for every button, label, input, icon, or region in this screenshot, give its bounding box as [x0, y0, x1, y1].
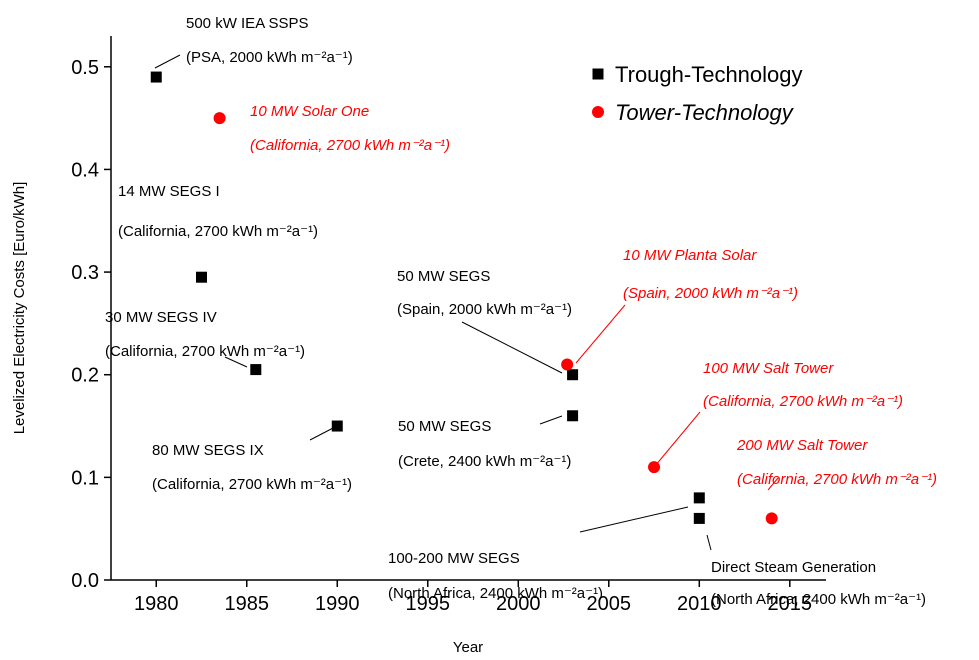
y-tick-label: 0.2 — [71, 365, 99, 387]
annotation: (California, 2700 kWh m⁻²a⁻¹) — [118, 223, 318, 240]
x-tick-label: 2010 — [677, 593, 722, 615]
point — [331, 420, 343, 432]
y-tick-label: 0.1 — [71, 467, 99, 489]
y-axis-label: Levelized Electricity Costs [Euro/kWh] — [11, 182, 28, 435]
leader-line — [654, 411, 701, 467]
annotation: (California, 2700 kWh m⁻²a⁻¹) — [703, 393, 903, 410]
x-tick-label: 2000 — [496, 593, 541, 615]
point — [693, 492, 705, 504]
leader-line — [706, 534, 712, 551]
point — [250, 364, 262, 376]
annotation: (Crete, 2400 kWh m⁻²a⁻¹) — [398, 453, 571, 470]
annotation: 50 MW SEGS — [397, 268, 490, 285]
annotation: 80 MW SEGS IX — [152, 442, 264, 459]
y-tick-label: 0.3 — [71, 262, 99, 284]
y-tick-label: 0.4 — [71, 159, 99, 181]
x-tick-label: 1985 — [225, 593, 270, 615]
annotation: (California, 2700 kWh m⁻²a⁻¹) — [250, 137, 450, 154]
x-tick-label: 2015 — [768, 593, 813, 615]
leader-line — [224, 356, 248, 368]
legend-label: Trough-Technology — [615, 62, 803, 87]
annotation: 200 MW Salt Tower — [736, 437, 868, 454]
annotation: (California, 2700 kWh m⁻²a⁻¹) — [105, 343, 305, 360]
point — [567, 369, 579, 381]
leader-line — [461, 321, 563, 374]
point — [693, 512, 705, 524]
leader-line — [309, 426, 336, 441]
y-tick-label: 0.5 — [71, 57, 99, 79]
y-tick-label: 0.0 — [71, 570, 99, 592]
annotation: 10 MW Planta Solar — [623, 247, 757, 264]
annotation: Direct Steam Generation — [711, 559, 876, 576]
point — [561, 358, 574, 371]
annotation: 10 MW Solar One — [250, 103, 369, 120]
point — [567, 410, 579, 422]
x-tick-label: 1995 — [406, 593, 451, 615]
leader-line — [539, 415, 563, 425]
annotation: 500 kW IEA SSPS — [186, 15, 309, 32]
annotation: (Spain, 2000 kWh m⁻²a⁻¹) — [397, 301, 572, 318]
x-tick-label: 2005 — [587, 593, 632, 615]
legend-label: Tower-Technology — [615, 100, 795, 125]
annotation: 30 MW SEGS IV — [105, 309, 217, 326]
point — [765, 512, 778, 525]
annotation: (Spain, 2000 kWh m⁻²a⁻¹) — [623, 285, 798, 302]
annotation: 50 MW SEGS — [398, 418, 491, 435]
legend-marker — [592, 68, 604, 80]
legend-marker — [592, 106, 604, 118]
point — [196, 271, 208, 283]
annotation: 14 MW SEGS I — [118, 183, 220, 200]
annotation: (PSA, 2000 kWh m⁻²a⁻¹) — [186, 49, 353, 66]
point — [213, 112, 226, 125]
leader-line — [154, 54, 181, 69]
point — [648, 461, 661, 474]
x-tick-label: 1990 — [315, 593, 360, 615]
leader-line — [579, 506, 689, 533]
leader-line — [767, 477, 779, 491]
x-axis-label: Year — [453, 639, 483, 656]
annotation: 100 MW Salt Tower — [703, 360, 834, 377]
x-tick-label: 1980 — [134, 593, 179, 615]
point — [150, 71, 162, 83]
annotation: (California, 2700 kWh m⁻²a⁻¹) — [737, 471, 937, 488]
annotation: 100-200 MW SEGS — [388, 550, 520, 567]
annotation: (North Africa, 2400 kWh m⁻²a⁻¹) — [388, 585, 603, 602]
leader-line — [575, 304, 626, 364]
annotation: (California, 2700 kWh m⁻²a⁻¹) — [152, 476, 352, 493]
annotation: (North Africa, 2400 kWh m⁻²a⁻¹) — [711, 591, 926, 608]
